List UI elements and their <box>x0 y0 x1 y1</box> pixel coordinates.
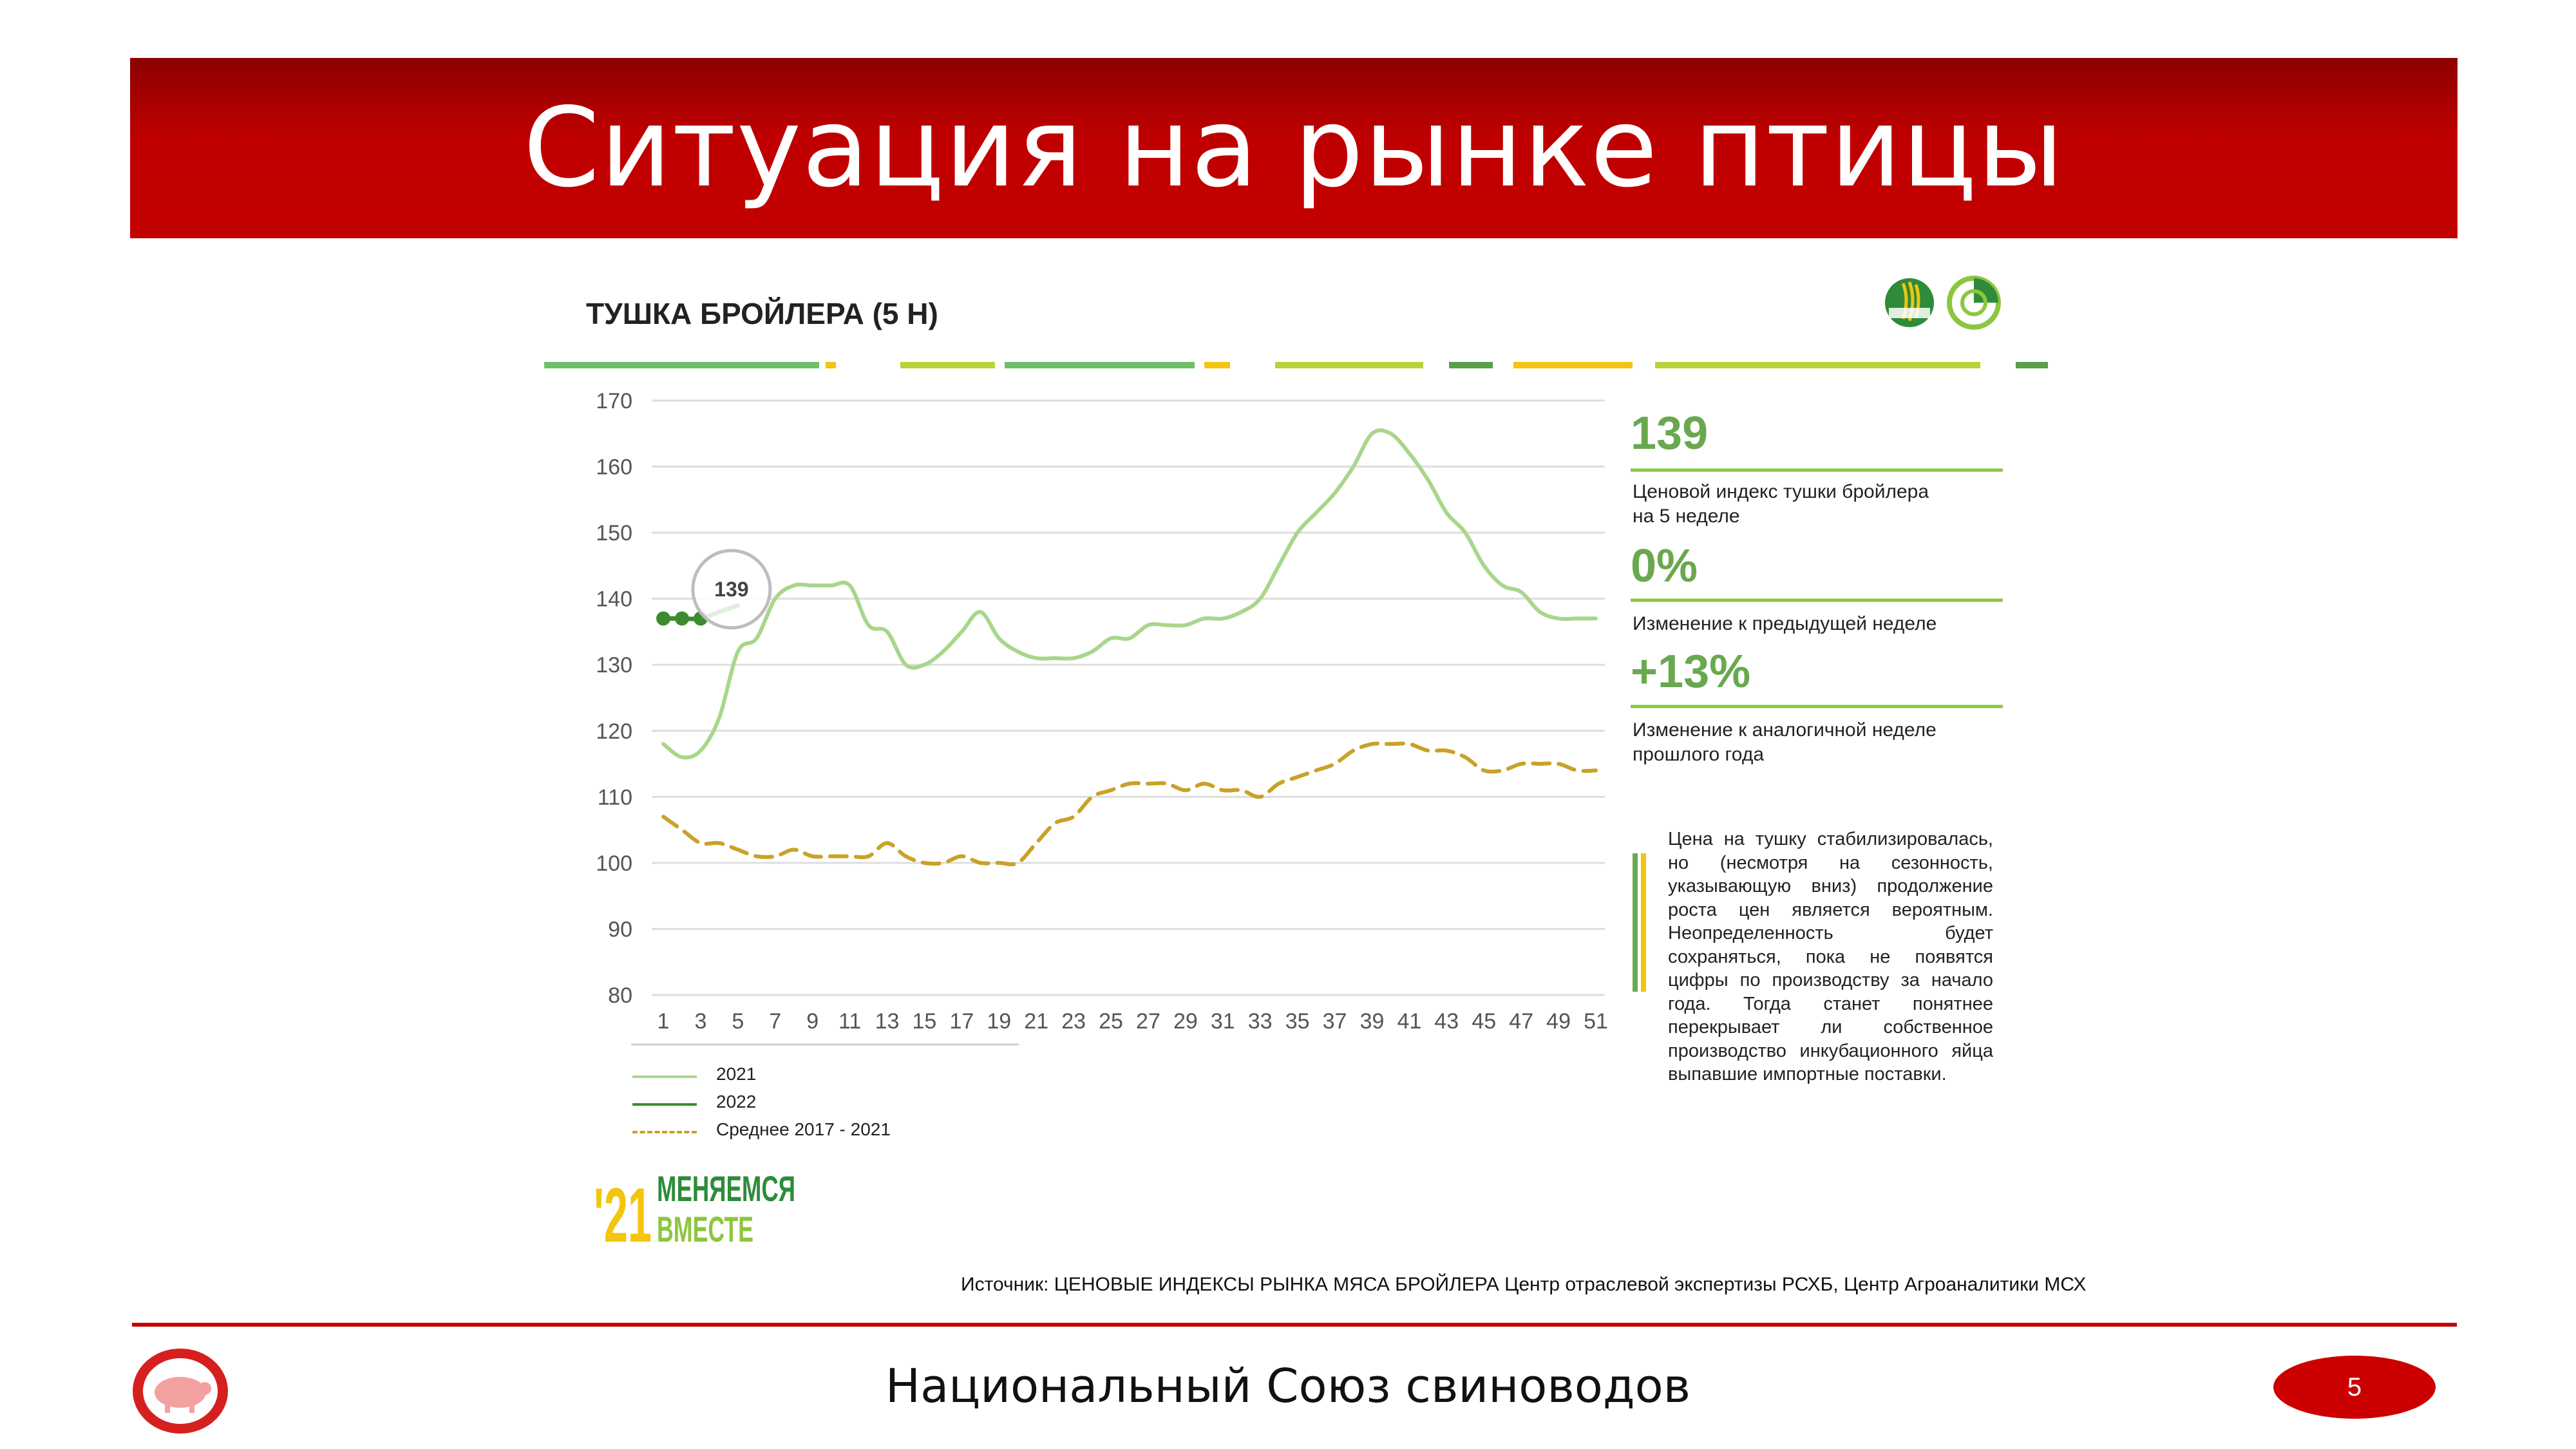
x-tick-11: 11 <box>838 1009 861 1034</box>
x-tick-37: 37 <box>1323 1009 1347 1034</box>
stat-week-change-value: 0% <box>1631 540 1698 592</box>
callout-label: 139 <box>714 578 748 601</box>
y-tick-150: 150 <box>596 521 632 545</box>
header-bar-9 <box>2016 362 2048 368</box>
x-tick-15: 15 <box>913 1009 937 1034</box>
current-value-callout: 139 <box>691 549 772 630</box>
x-axis-ticks: 1 3 5 7 9 11 13 15 17 19 21 23 25 27 29 31 33 35 37 39 41 43 4… <box>658 1009 1608 1034</box>
x-tick-7: 7 <box>769 1009 781 1034</box>
y-tick-120: 120 <box>596 719 632 744</box>
y-tick-100: 100 <box>596 851 632 876</box>
stat-index-label: Ценовой индекс тушки бройлера на 5 недел… <box>1633 480 1929 529</box>
legend-label-2022: 2022 <box>716 1092 757 1112</box>
legend-label-2021: 2021 <box>716 1064 757 1084</box>
header-bar-8 <box>1655 362 1980 368</box>
market-commentary: Цена на тушку стабилизировалась, но (нес… <box>1668 829 1993 1084</box>
callout-bubble <box>691 549 772 630</box>
x-tick-35: 35 <box>1285 1009 1310 1034</box>
pig-union-logo-icon <box>133 1349 228 1434</box>
stat-year-change-value: +13% <box>1631 646 1751 697</box>
header-bar-0 <box>544 362 819 368</box>
chart-grid <box>652 399 1605 996</box>
header-bar-2 <box>900 362 995 368</box>
rshb-logo-icon <box>1885 276 2001 330</box>
x-tick-21: 21 <box>1024 1009 1048 1034</box>
stat-week-change-label-line1: Изменение к предыдущей неделе <box>1633 613 1937 634</box>
comment-accent-bar-green <box>1633 853 1638 992</box>
x-tick-39: 39 <box>1360 1009 1385 1034</box>
x-tick-49: 49 <box>1546 1009 1571 1034</box>
y-axis-ticks: 170 160 150 140 130 120 110 100 90 80 <box>596 389 632 1008</box>
x-tick-33: 33 <box>1248 1009 1273 1034</box>
stat-index-label-line2: на 5 неделе <box>1633 506 1740 527</box>
legend-swatch-average <box>632 1131 697 1133</box>
series-line-2 <box>661 741 1598 867</box>
x-tick-47: 47 <box>1509 1009 1533 1034</box>
x-tick-41: 41 <box>1397 1009 1421 1034</box>
y-tick-110: 110 <box>598 785 632 810</box>
chart-series <box>656 428 1598 867</box>
slogan-line2: ВМЕСТЕ <box>657 1209 753 1249</box>
series-2022-point-1 <box>656 611 670 626</box>
y-tick-130: 130 <box>596 653 632 677</box>
x-tick-19: 19 <box>987 1009 1011 1034</box>
chart-title: ТУШКА БРОЙЛЕРА (5 Н) <box>586 297 938 330</box>
footer-title: Национальный Союз свиноводов <box>885 1359 1691 1413</box>
y-tick-140: 140 <box>596 587 632 612</box>
slogan-line1: МЕНЯЕМСЯ <box>657 1168 795 1209</box>
x-tick-13: 13 <box>875 1009 900 1034</box>
x-tick-45: 45 <box>1472 1009 1496 1034</box>
comment-accent-bar-yellow <box>1641 853 1646 992</box>
header-bar-4 <box>1204 362 1230 368</box>
legend-label-average: Среднее 2017 - 2021 <box>716 1119 891 1139</box>
x-tick-23: 23 <box>1061 1009 1086 1034</box>
header-bar-7 <box>1513 362 1633 368</box>
y-tick-170: 170 <box>596 389 632 413</box>
x-tick-25: 25 <box>1099 1009 1123 1034</box>
x-tick-17: 17 <box>949 1009 974 1034</box>
y-tick-80: 80 <box>608 983 632 1008</box>
header-color-bars <box>544 362 2048 368</box>
series-2022-point-2 <box>674 611 689 626</box>
footer-divider <box>132 1323 2457 1327</box>
page-number-badge: 5 <box>2273 1356 2436 1419</box>
slogan-logo: '21 МЕНЯЕМСЯ ВМЕСТЕ <box>594 1168 795 1249</box>
x-tick-31: 31 <box>1211 1009 1235 1034</box>
y-tick-90: 90 <box>608 917 632 942</box>
x-tick-27: 27 <box>1136 1009 1160 1034</box>
x-tick-43: 43 <box>1434 1009 1459 1034</box>
legend-swatch-2021 <box>632 1075 697 1078</box>
header-bar-1 <box>826 362 836 368</box>
title-banner: Ситуация на рынке птицы <box>130 58 2458 238</box>
stat-year-change-label: Изменение к аналогичной неделе прошлого … <box>1633 718 1937 767</box>
y-tick-160: 160 <box>596 455 632 480</box>
x-tick-29: 29 <box>1173 1009 1198 1034</box>
x-tick-1: 1 <box>658 1009 670 1034</box>
x-tick-3: 3 <box>694 1009 706 1034</box>
source-note: Источник: ЦЕНОВЫЕ ИНДЕКСЫ РЫНКА МЯСА БРО… <box>961 1274 2087 1295</box>
header-bar-3 <box>1005 362 1195 368</box>
stat-week-change-label: Изменение к предыдущей неделе <box>1633 612 1937 636</box>
slogan-year: '21 <box>594 1172 652 1249</box>
stat-year-change-label-line1: Изменение к аналогичной неделе <box>1633 719 1937 741</box>
legend-swatch-2022 <box>632 1103 697 1106</box>
x-tick-51: 51 <box>1584 1009 1608 1034</box>
series-line-0 <box>661 428 1598 760</box>
x-tick-5: 5 <box>732 1009 744 1034</box>
stat-index-label-line1: Ценовой индекс тушки бройлера <box>1633 481 1929 502</box>
header-bar-6 <box>1449 362 1493 368</box>
header-bar-5 <box>1275 362 1423 368</box>
stat-year-change-label-line2: прошлого года <box>1633 744 1765 765</box>
stat-index-value: 139 <box>1631 408 1709 459</box>
slide-title: Ситуация на рынке птицы <box>523 84 2065 212</box>
x-tick-9: 9 <box>806 1009 819 1034</box>
